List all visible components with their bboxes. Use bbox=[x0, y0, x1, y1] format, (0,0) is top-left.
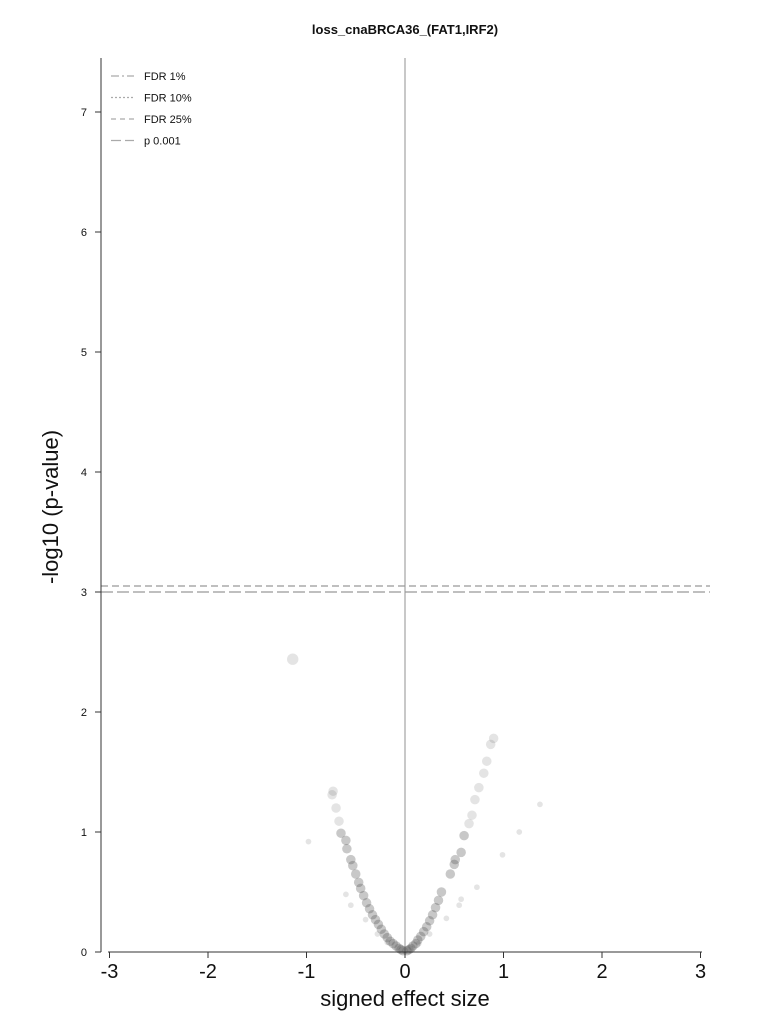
data-point bbox=[370, 914, 381, 925]
data-point bbox=[467, 810, 477, 820]
data-point bbox=[334, 816, 344, 826]
y-tick-label: 4 bbox=[81, 467, 87, 479]
data-point bbox=[327, 790, 337, 800]
data-point bbox=[364, 904, 375, 914]
data-point bbox=[343, 891, 349, 898]
data-point bbox=[342, 844, 352, 854]
data-point bbox=[331, 803, 341, 813]
data-point bbox=[406, 943, 416, 954]
data-point bbox=[367, 910, 378, 920]
data-point bbox=[376, 924, 387, 934]
data-point bbox=[537, 801, 543, 808]
data-point bbox=[433, 895, 444, 906]
data-point bbox=[424, 916, 435, 926]
reference-lines bbox=[101, 58, 710, 952]
data-point bbox=[413, 935, 423, 945]
data-point bbox=[516, 829, 523, 835]
data-point bbox=[474, 884, 480, 891]
x-axis-label: signed effect size bbox=[320, 986, 490, 1011]
y-tick-label: 1 bbox=[81, 827, 87, 839]
data-point bbox=[427, 910, 438, 920]
data-point bbox=[474, 782, 484, 793]
y-ticks: 0 1 2 3 4 5 6 7 bbox=[81, 107, 101, 959]
data-point bbox=[328, 786, 338, 796]
data-point bbox=[464, 818, 474, 829]
data-point bbox=[450, 854, 460, 865]
y-tick-label: 2 bbox=[81, 707, 87, 719]
data-point bbox=[336, 828, 346, 838]
legend-label: FDR 25% bbox=[144, 114, 192, 126]
data-point bbox=[443, 915, 450, 922]
data-point bbox=[488, 733, 499, 744]
data-point bbox=[456, 902, 463, 909]
data-point bbox=[418, 926, 429, 937]
data-point bbox=[449, 859, 459, 870]
data-point bbox=[430, 902, 441, 913]
legend-label: p 0.001 bbox=[144, 136, 181, 148]
y-axis-label: -log10 (p-value) bbox=[38, 430, 63, 584]
x-tick-label: 1 bbox=[498, 961, 509, 983]
x-tick-label: 3 bbox=[695, 961, 706, 983]
data-point bbox=[482, 756, 492, 766]
data-point bbox=[347, 902, 354, 909]
legend: FDR 1% FDR 10% FDR 25% p 0.001 bbox=[111, 71, 192, 148]
data-point bbox=[426, 931, 433, 937]
data-point bbox=[391, 941, 401, 951]
data-point bbox=[384, 939, 391, 946]
data-point bbox=[373, 919, 384, 930]
data-point bbox=[421, 922, 432, 932]
data-point bbox=[382, 932, 393, 943]
data-point bbox=[355, 883, 366, 894]
data-point bbox=[470, 794, 480, 805]
data-point bbox=[346, 854, 356, 865]
data-point bbox=[436, 887, 447, 897]
data-point bbox=[458, 896, 464, 903]
x-tick-label: 0 bbox=[399, 961, 410, 983]
data-point bbox=[361, 898, 372, 908]
y-tick-label: 7 bbox=[81, 107, 87, 119]
data-point bbox=[358, 890, 369, 901]
x-tick-label: -3 bbox=[101, 961, 119, 983]
data-point bbox=[341, 835, 351, 846]
data-point bbox=[459, 830, 469, 841]
x-tick-label: -1 bbox=[298, 961, 316, 983]
x-tick-label: 2 bbox=[596, 961, 607, 983]
data-point bbox=[385, 936, 395, 946]
data-point bbox=[479, 768, 489, 778]
data-point bbox=[411, 938, 421, 949]
data-point bbox=[353, 877, 364, 888]
data-point bbox=[287, 653, 299, 665]
data-point bbox=[388, 938, 398, 949]
data-point bbox=[305, 838, 312, 845]
data-point bbox=[351, 869, 361, 879]
y-tick-label: 5 bbox=[81, 347, 87, 359]
data-point bbox=[374, 931, 381, 937]
data-point bbox=[485, 739, 496, 750]
x-tick-label: -2 bbox=[199, 961, 217, 983]
y-tick-label: 3 bbox=[81, 587, 87, 599]
data-point bbox=[499, 851, 506, 858]
data-point bbox=[379, 929, 390, 939]
data-point bbox=[362, 916, 369, 923]
y-tick-label: 0 bbox=[81, 947, 87, 959]
data-point bbox=[415, 940, 422, 947]
data-point bbox=[408, 941, 418, 951]
data-point bbox=[348, 860, 358, 871]
x-ticks: -3 -2 -1 0 1 2 3 bbox=[101, 952, 706, 983]
legend-label: FDR 10% bbox=[144, 93, 192, 105]
data-points bbox=[287, 653, 543, 956]
data-point bbox=[445, 869, 456, 879]
data-point bbox=[394, 943, 404, 954]
chart-title: loss_cnaBRCA36_(FAT1,IRF2) bbox=[312, 22, 498, 37]
legend-label: FDR 1% bbox=[144, 71, 186, 83]
y-tick-label: 6 bbox=[81, 227, 87, 239]
data-point bbox=[456, 847, 466, 858]
data-point bbox=[416, 931, 426, 942]
